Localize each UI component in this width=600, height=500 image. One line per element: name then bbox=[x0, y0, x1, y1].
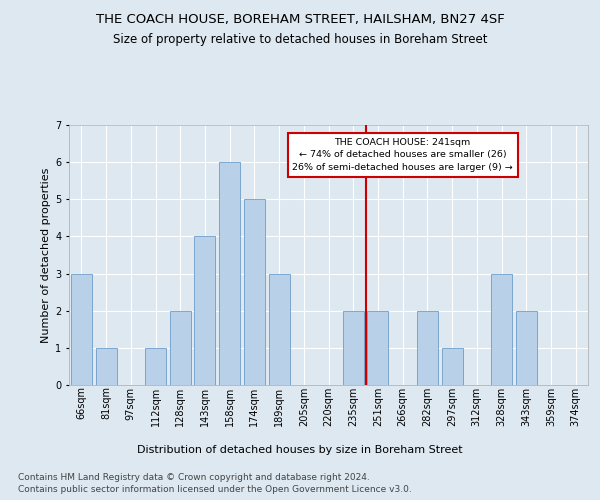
Bar bbox=[170, 310, 191, 385]
Bar bbox=[244, 200, 265, 385]
Y-axis label: Number of detached properties: Number of detached properties bbox=[41, 168, 51, 342]
Bar bbox=[491, 274, 512, 385]
Bar bbox=[219, 162, 240, 385]
Bar bbox=[95, 348, 116, 385]
Text: Distribution of detached houses by size in Boreham Street: Distribution of detached houses by size … bbox=[137, 445, 463, 455]
Bar bbox=[442, 348, 463, 385]
Bar bbox=[194, 236, 215, 385]
Bar bbox=[367, 310, 388, 385]
Bar bbox=[417, 310, 438, 385]
Text: Contains public sector information licensed under the Open Government Licence v3: Contains public sector information licen… bbox=[18, 485, 412, 494]
Bar bbox=[269, 274, 290, 385]
Bar bbox=[145, 348, 166, 385]
Bar bbox=[71, 274, 92, 385]
Text: THE COACH HOUSE, BOREHAM STREET, HAILSHAM, BN27 4SF: THE COACH HOUSE, BOREHAM STREET, HAILSHA… bbox=[95, 12, 505, 26]
Bar bbox=[343, 310, 364, 385]
Bar bbox=[516, 310, 537, 385]
Text: Contains HM Land Registry data © Crown copyright and database right 2024.: Contains HM Land Registry data © Crown c… bbox=[18, 472, 370, 482]
Text: Size of property relative to detached houses in Boreham Street: Size of property relative to detached ho… bbox=[113, 32, 487, 46]
Text: THE COACH HOUSE: 241sqm
← 74% of detached houses are smaller (26)
26% of semi-de: THE COACH HOUSE: 241sqm ← 74% of detache… bbox=[292, 138, 513, 172]
